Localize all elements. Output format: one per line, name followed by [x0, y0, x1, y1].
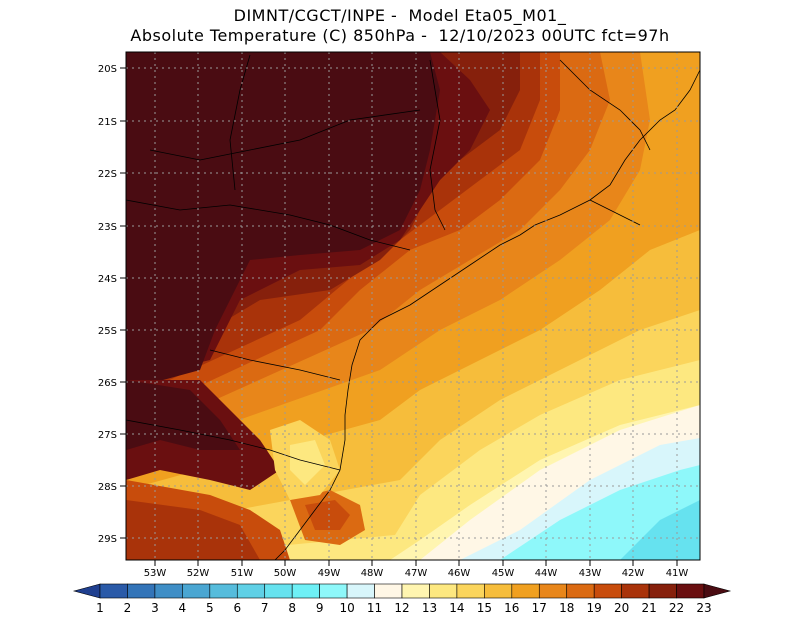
- lon-label: 50W: [274, 568, 297, 579]
- lon-label: 44W: [535, 568, 558, 579]
- colorbar-label: 1: [96, 601, 104, 615]
- colorbar-swatch: [182, 583, 211, 599]
- lat-label: 26S: [98, 378, 117, 389]
- map-title: DIMNT/CGCT/INPE - Model Eta05_M01_: [233, 6, 567, 25]
- colorbar-swatch: [484, 583, 513, 599]
- lon-label: 46W: [448, 568, 471, 579]
- colorbar-label: 11: [367, 601, 382, 615]
- lon-label: 52W: [187, 568, 210, 579]
- lat-labels: 20S 21S 22S 23S 24S 25S 26S 27S 28S 29S: [98, 64, 117, 545]
- colorbar-label: 14: [449, 601, 464, 615]
- plot-frame: [125, 51, 701, 561]
- colorbar-swatch: [566, 583, 595, 599]
- colorbar-label: 21: [641, 601, 656, 615]
- lat-label: 25S: [98, 326, 117, 337]
- colorbar-swatch: [401, 583, 430, 599]
- colorbar-label: 10: [339, 601, 354, 615]
- colorbar-swatch: [511, 583, 540, 599]
- lat-label: 27S: [98, 430, 117, 441]
- lon-label: 51W: [231, 568, 254, 579]
- lon-labels: 53W 52W 51W 50W 49W 48W 47W 46W 45W 44W …: [144, 568, 689, 579]
- colorbar-label: 15: [477, 601, 492, 615]
- colorbar-label: 22: [669, 601, 684, 615]
- colorbar-label: 7: [261, 601, 269, 615]
- colorbar-left-arrow: [72, 583, 101, 599]
- temperature-field: [126, 52, 700, 560]
- lon-label: 41W: [666, 568, 689, 579]
- colorbar-swatch: [374, 583, 403, 599]
- axis-ticks: [120, 67, 678, 566]
- colorbar-label: 20: [614, 601, 629, 615]
- colorbar-label: 5: [206, 601, 214, 615]
- colorbar-label: 4: [179, 601, 187, 615]
- lon-label: 47W: [405, 568, 428, 579]
- lat-label: 23S: [98, 222, 117, 233]
- lat-label: 20S: [98, 64, 117, 75]
- colorbar-label: 12: [394, 601, 409, 615]
- lon-label: 45W: [492, 568, 515, 579]
- colorbar-label: 6: [233, 601, 241, 615]
- colorbar-label: 2: [124, 601, 132, 615]
- colorbar-label: 17: [532, 601, 547, 615]
- lon-label: 49W: [318, 568, 341, 579]
- colorbar-swatch: [621, 583, 650, 599]
- colorbar-swatch: [154, 583, 183, 599]
- colorbar-swatch: [291, 583, 320, 599]
- colorbar-swatch: [676, 583, 705, 599]
- lat-label: 28S: [98, 482, 117, 493]
- colorbar-label: 9: [316, 601, 324, 615]
- colorbar-label: 18: [559, 601, 574, 615]
- lon-label: 53W: [144, 568, 167, 579]
- colorbar-swatch: [319, 583, 348, 599]
- colorbar-label: 8: [288, 601, 296, 615]
- colorbar-right-arrow: [703, 583, 732, 599]
- lat-label: 29S: [98, 534, 117, 545]
- colorbar: 1 2 3 4 5 6 7 8 9 10 11 12 13 14 15 16 17 18 19 20 21 22 23: [72, 583, 732, 615]
- colorbar-swatch: [127, 583, 156, 599]
- colorbar-swatch: [264, 583, 293, 599]
- colorbar-swatch: [538, 583, 568, 599]
- colorbar-swatch: [209, 583, 238, 599]
- colorbar-label: 16: [504, 601, 519, 615]
- colorbar-swatch: [456, 583, 485, 599]
- colorbar-label: 13: [422, 601, 437, 615]
- colorbar-swatch: [429, 583, 458, 599]
- coastline: [126, 54, 700, 560]
- colorbar-swatch: [593, 583, 622, 599]
- colorbar-swatch: [346, 583, 375, 599]
- lat-label: 24S: [98, 274, 117, 285]
- colorbar-label: 23: [696, 601, 711, 615]
- colorbar-label: 3: [151, 601, 159, 615]
- map-subtitle: Absolute Temperature (C) 850hPa - 12/10/…: [130, 26, 670, 45]
- lon-label: 48W: [361, 568, 384, 579]
- lon-label: 42W: [622, 568, 645, 579]
- lat-label: 21S: [98, 117, 117, 128]
- colorbar-label: 19: [587, 601, 602, 615]
- lat-label: 22S: [98, 169, 117, 180]
- graticule: [126, 52, 700, 560]
- colorbar-swatch: [99, 583, 128, 599]
- colorbar-swatch: [648, 583, 677, 599]
- colorbar-swatch: [236, 583, 266, 599]
- lon-label: 43W: [579, 568, 602, 579]
